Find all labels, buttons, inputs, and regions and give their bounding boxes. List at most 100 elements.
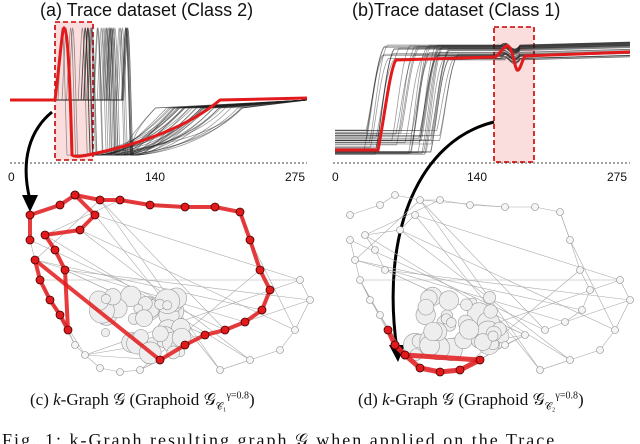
graph-edge	[249, 349, 281, 361]
graph-node	[371, 246, 379, 254]
panel-a-trace-line	[10, 27, 308, 156]
graph-highlight-edge	[158, 343, 187, 362]
panel-b-trace-line	[335, 45, 631, 141]
graph-edge	[539, 359, 571, 371]
graph-edge	[394, 194, 421, 201]
caption-d-g: 𝒢	[442, 390, 455, 409]
caption-d-paren: (Graphoid	[454, 390, 533, 409]
graph-highlight-node	[25, 210, 35, 220]
graph-cluster-node	[459, 319, 480, 340]
panel-a-trace-line	[10, 27, 308, 156]
graph-highlight-node	[60, 265, 70, 275]
graph-edge	[399, 229, 616, 331]
arrow-a	[24, 110, 53, 201]
graph-edge	[364, 234, 571, 361]
graph-edge	[569, 349, 601, 361]
graph-edge	[559, 211, 571, 241]
graph-highlight-node	[245, 235, 255, 245]
panel-a-trace-line	[10, 27, 308, 156]
graph-node	[411, 211, 419, 219]
panel-a-trace-line	[10, 27, 308, 156]
graph-highlight-node	[390, 340, 400, 350]
graph-highlight-node	[180, 340, 190, 350]
caption-c-end: )	[249, 390, 255, 409]
panel-b-trace-line	[335, 41, 631, 154]
graph-cluster-node	[152, 325, 169, 342]
caption-c-sub: 𝒞₁	[215, 401, 227, 413]
graph-edge	[249, 239, 296, 331]
graph-d	[346, 191, 634, 377]
panel-a-traces	[10, 27, 308, 156]
graph-highlight-node	[220, 325, 230, 335]
panel-a-tick-140: 140	[145, 170, 166, 184]
caption-d-sup: γ=0.8	[555, 390, 578, 402]
graph-highlight-edge	[248, 239, 262, 271]
graph-node	[381, 266, 389, 274]
graph-highlight-node	[50, 245, 60, 255]
graph-highlight-node	[180, 202, 190, 212]
graph-highlight-node	[255, 265, 265, 275]
graph-edge	[599, 329, 616, 351]
graph-highlight-node	[90, 210, 100, 220]
panel-b-trace-line	[335, 42, 631, 141]
graph-cluster-node	[100, 293, 111, 304]
graph-node	[561, 318, 569, 326]
graph-highlight-node	[383, 325, 393, 335]
graph-edge	[99, 199, 221, 371]
graph-highlight-node	[95, 195, 105, 205]
caption-c-prefix: (c)	[30, 390, 54, 409]
panel-b-trace-line	[335, 43, 631, 132]
graph-edge	[364, 199, 441, 236]
panel-a-trace-line	[10, 27, 308, 156]
panel-b-tick-275: 275	[607, 170, 628, 184]
graph-cluster-node	[483, 291, 496, 304]
panel-b-trace-line	[335, 42, 631, 153]
panel-b-trace-line	[335, 43, 631, 141]
panel-b-trace-line	[335, 42, 631, 134]
graph-node	[81, 351, 89, 359]
graph-node	[586, 286, 594, 294]
panel-b-mean-trace	[335, 44, 631, 152]
graph-highlight-node	[435, 367, 445, 377]
graph-node	[566, 236, 574, 244]
graph-node	[536, 366, 544, 374]
graph-node	[396, 226, 404, 234]
graph-cluster-node	[162, 300, 173, 311]
panel-b-trace-line	[335, 44, 631, 155]
graph-cluster-node	[474, 333, 492, 351]
arrowhead-a	[22, 195, 38, 212]
graph-highlight-edge	[119, 198, 151, 207]
graph-edge	[94, 214, 221, 371]
graph-edge	[244, 299, 311, 323]
graph-node	[366, 296, 374, 304]
graph-node	[626, 296, 634, 304]
graph-node	[351, 256, 359, 264]
graph-node	[116, 368, 124, 376]
graph-node	[306, 296, 314, 304]
caption-d-prefix: (d)	[358, 390, 383, 409]
graph-highlight-node	[210, 202, 220, 212]
graph-edge	[354, 199, 421, 261]
panel-a-trace-line	[10, 27, 308, 156]
graph-edge	[364, 229, 401, 236]
graph-node	[501, 341, 509, 349]
graph-node	[566, 356, 574, 364]
graph-highlight-edge	[404, 352, 481, 363]
panel-b-trace-line	[335, 45, 631, 148]
graph-edge	[614, 299, 631, 331]
panel-a-trace-line	[10, 27, 308, 156]
graph-edge	[279, 329, 296, 351]
panel-a-trace-line	[10, 27, 308, 156]
graph-edge	[44, 199, 121, 236]
graph-node	[556, 208, 564, 216]
graph-node	[466, 201, 474, 209]
graph-cluster-node	[438, 290, 459, 311]
panel-b-trace-line	[335, 45, 631, 141]
panel-a-trace-line	[10, 27, 308, 156]
panel-b-trace-line	[335, 44, 631, 134]
graph-highlight-node	[145, 200, 155, 210]
graph-cluster-node	[135, 309, 153, 327]
graph-node	[376, 201, 384, 209]
graph-highlight-node	[400, 350, 410, 360]
